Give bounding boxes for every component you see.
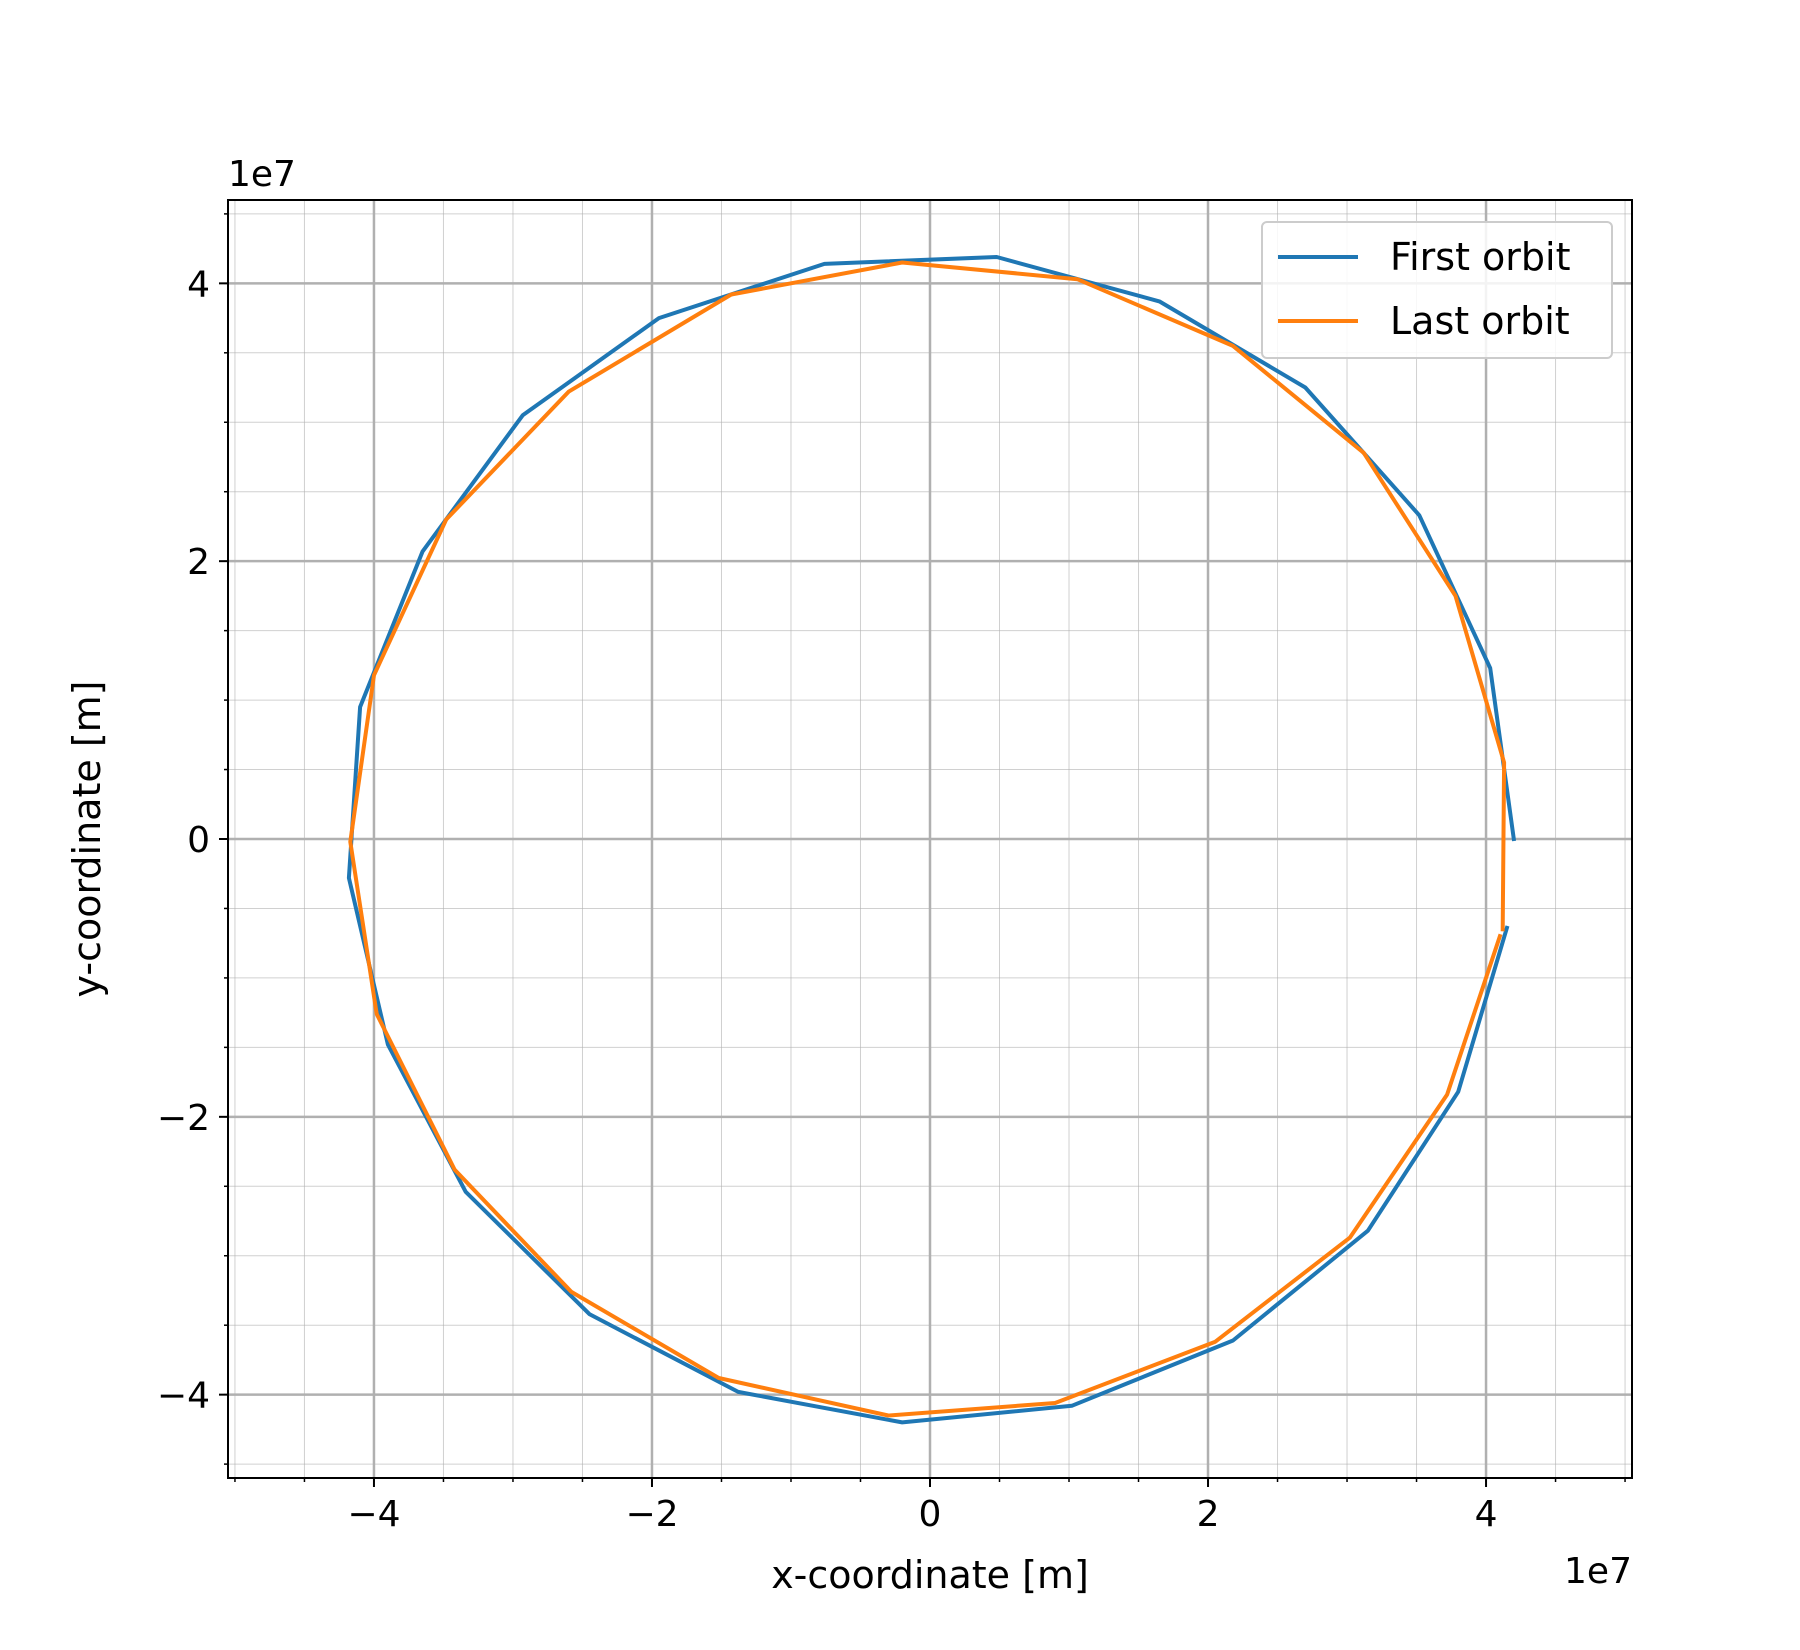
tick-labels: −4 −2 0 2 4 −4 −2 0 2 4 [157,264,1498,1535]
x-tick-label: −4 [347,1494,400,1535]
x-tick-label: 4 [1475,1494,1498,1535]
y-axis-label: y-coordinate [m] [65,681,109,998]
y-tick-label: 0 [187,820,210,861]
y-tick-label: −2 [157,1098,210,1139]
legend-label-last-orbit: Last orbit [1390,299,1570,343]
y-tick-label: 4 [187,264,210,305]
y-offset-label: 1e7 [228,154,296,195]
x-offset-label: 1e7 [1564,1551,1632,1592]
series-line-last-orbit [348,260,1507,1418]
x-tick-label: −2 [625,1494,678,1535]
y-tick-label: 2 [187,542,210,583]
y-tick-label: −4 [157,1376,210,1417]
legend: First orbit Last orbit [1261,221,1613,359]
major-grid [228,200,1632,1478]
series-layer [346,255,1517,1425]
x-axis-label: x-coordinate [m] [771,1553,1089,1597]
axis-ticks [219,213,1626,1487]
legend-label-first-orbit: First orbit [1390,235,1571,279]
x-tick-label: 0 [919,1494,942,1535]
x-tick-label: 2 [1197,1494,1220,1535]
